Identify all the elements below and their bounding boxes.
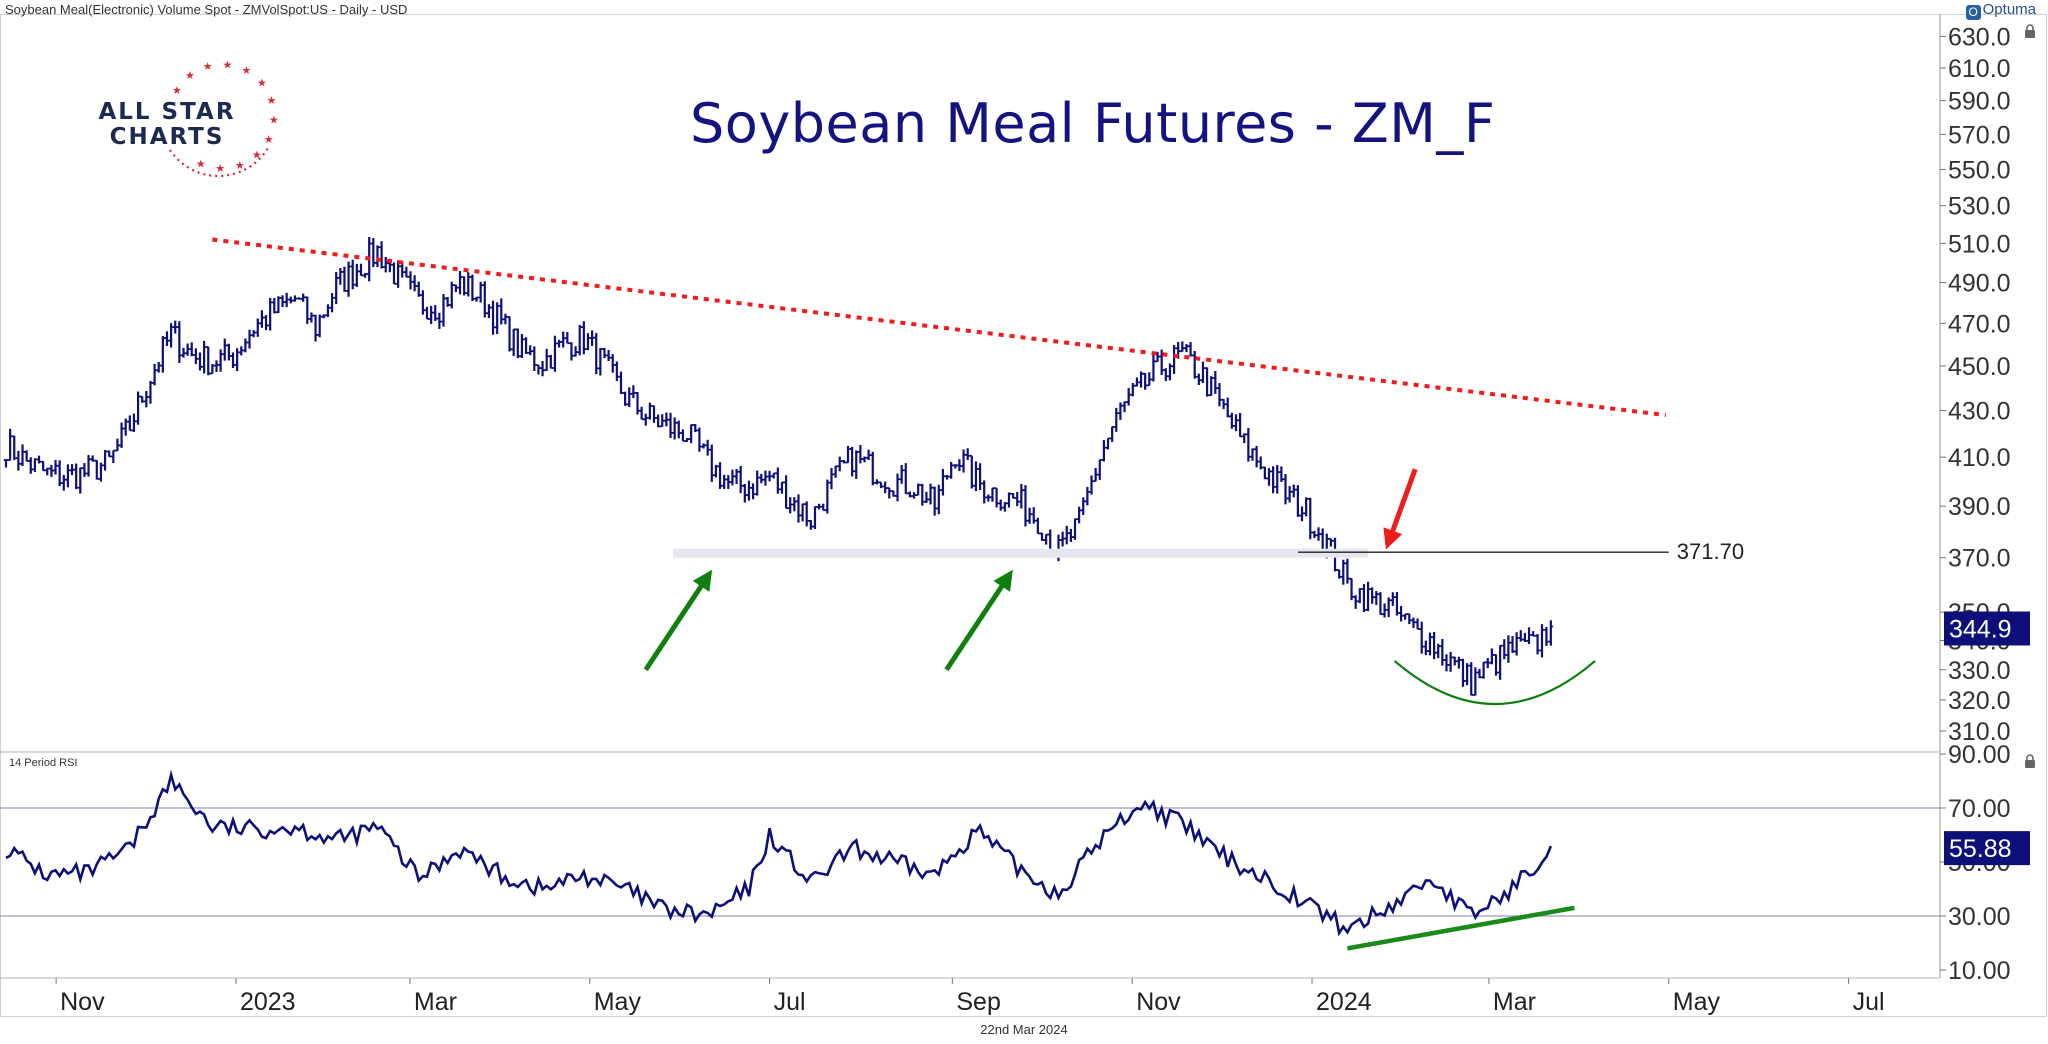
x-tick-label: Mar — [1493, 988, 1536, 1016]
last-price-label: 344.9 — [1949, 616, 2012, 644]
lock-icon[interactable] — [2024, 24, 2036, 38]
price-y-tick-label: 450.0 — [1948, 353, 2011, 381]
support-test-arrow — [944, 569, 1013, 672]
x-tick-label: Sep — [956, 988, 1000, 1016]
price-y-tick-label: 390.0 — [1948, 493, 2011, 521]
rsi-series — [5, 769, 1553, 937]
optuma-brand: O Optuma — [1965, 1, 2036, 20]
price-y-tick-label: 410.0 — [1948, 444, 2011, 472]
support-test-arrow — [643, 569, 713, 672]
price-y-tick-label: 430.0 — [1948, 398, 2011, 426]
rsi-divergence-line — [1347, 905, 1575, 951]
lock-icon[interactable] — [2024, 754, 2036, 768]
last-rsi-label: 55.88 — [1949, 835, 2012, 863]
x-tick-label: Mar — [414, 988, 457, 1016]
instrument-header: Soybean Meal(Electronic) Volume Spot - Z… — [5, 2, 408, 17]
price-y-tick-label: 550.0 — [1948, 156, 2011, 184]
x-tick-label: 2024 — [1316, 988, 1372, 1016]
price-y-tick-label: 470.0 — [1948, 310, 2011, 338]
rsi-y-tick-label: 10.00 — [1948, 957, 2011, 985]
price-y-tick-label: 570.0 — [1948, 121, 2011, 149]
rsi-y-tick-label: 70.00 — [1948, 795, 2011, 823]
last-price-badge — [1944, 611, 2030, 646]
logo-line-1: ALL STAR — [98, 99, 236, 125]
rsi-y-tick-label: 90.00 — [1948, 741, 2011, 769]
rsi-line — [5, 769, 1553, 937]
price-series — [3, 236, 1554, 696]
chart-border — [0, 14, 2047, 1017]
logo-star-icon: ★ — [267, 94, 277, 107]
x-tick-label: Jul — [774, 988, 806, 1016]
logo-stars: ★★★ ★ ★★★★★★★★★ — [169, 58, 279, 178]
x-tick-label: Jul — [1853, 988, 1885, 1016]
optuma-logo-icon: O — [1965, 5, 1981, 20]
price-y-tick-label: 490.0 — [1948, 270, 2011, 298]
footer-date: 22nd Mar 2024 — [980, 1022, 1068, 1037]
rounding-bottom-arc — [1393, 660, 1596, 706]
price-y-tick-label: 370.0 — [1948, 545, 2011, 573]
all-star-charts-logo: ALL STAR CHARTS — [82, 100, 252, 150]
rsi-y-tick-label: 30.00 — [1948, 903, 2011, 931]
price-y-tick-label: 610.0 — [1948, 55, 2011, 83]
logo-star-icon: ★ — [185, 69, 195, 82]
price-y-tick-label: 590.0 — [1948, 88, 2011, 116]
price-y-tick-label: 630.0 — [1948, 23, 2011, 51]
chart-title: Soybean Meal Futures - ZM_F — [690, 92, 1496, 155]
logo-star-icon: ★ — [196, 158, 206, 171]
logo-star-icon: ★ — [222, 58, 232, 71]
retest-arrow — [1383, 468, 1418, 550]
optuma-brand-name: Optuma — [1982, 1, 2036, 18]
logo-line-2: CHARTS — [109, 124, 225, 150]
logo-star-icon: ★ — [257, 77, 267, 90]
price-y-tick-label: 530.0 — [1948, 193, 2011, 221]
support-level-label: 371.70 — [1677, 539, 1744, 564]
logo-star-icon: ★ — [269, 114, 279, 127]
logo-star-icon: ★ — [215, 162, 225, 175]
logo-star-icon: ★ — [172, 84, 182, 97]
rsi-panel-label: 14 Period RSI — [9, 757, 78, 769]
chart-frame — [0, 14, 2047, 1017]
x-tick-label: May — [1673, 988, 1721, 1016]
logo-star-icon: ★ — [264, 133, 274, 146]
x-tick-label: Nov — [1136, 988, 1181, 1016]
x-tick-label: May — [594, 988, 642, 1016]
x-tick-label: Nov — [60, 988, 105, 1016]
support-band — [673, 548, 1369, 558]
x-tick-label: 2023 — [240, 988, 296, 1016]
logo-star-icon: ★ — [241, 64, 251, 77]
last-rsi-badge — [1944, 831, 2030, 866]
logo-star-icon: ★ — [252, 149, 262, 162]
logo-star-icon: ★ — [203, 60, 213, 73]
price-y-tick-label: 320.0 — [1948, 687, 2011, 715]
axis-layer: 630.0 610.0 590.0 570.0 550.0 530.0 510.0 490.0… — [55, 23, 2030, 1016]
price-y-tick-label: 310.0 — [1948, 718, 2011, 746]
price-y-tick-label: 330.0 — [1948, 657, 2011, 685]
price-y-tick-label: 510.0 — [1948, 230, 2011, 258]
descending-trendline — [212, 237, 1667, 418]
logo-star-icon: ★ — [235, 159, 245, 172]
annotation-layer: 371.70 — [212, 237, 1744, 951]
